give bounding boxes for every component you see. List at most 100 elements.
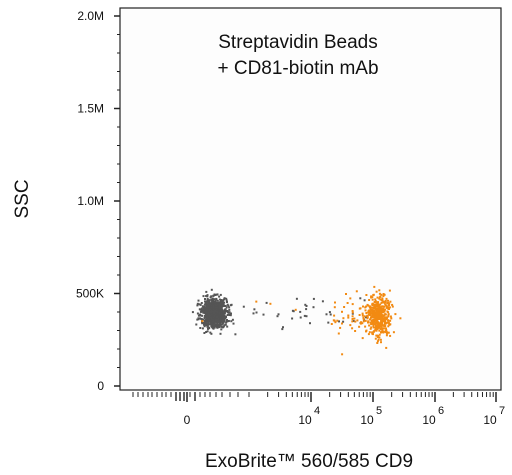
data-point xyxy=(375,319,378,322)
data-point xyxy=(358,307,361,310)
data-point xyxy=(373,310,376,313)
data-point xyxy=(359,297,362,300)
data-point xyxy=(376,342,379,344)
data-point xyxy=(299,310,302,313)
data-point xyxy=(372,303,375,306)
data-point xyxy=(209,303,212,306)
data-point xyxy=(387,331,390,334)
data-point xyxy=(208,311,211,314)
data-point xyxy=(387,311,390,314)
data-point xyxy=(213,312,216,314)
data-point xyxy=(262,313,265,316)
data-point xyxy=(200,309,203,312)
data-point xyxy=(375,317,378,319)
data-point xyxy=(210,295,213,298)
data-point xyxy=(379,327,382,330)
y-tick-label: 2.0M xyxy=(77,9,104,23)
data-point xyxy=(196,302,199,305)
data-point xyxy=(218,317,221,320)
data-point xyxy=(385,334,388,337)
data-point xyxy=(212,308,215,311)
data-point xyxy=(375,322,378,325)
data-point xyxy=(294,308,297,311)
data-point xyxy=(203,303,206,306)
data-point xyxy=(211,326,214,328)
data-point xyxy=(387,315,390,318)
data-point xyxy=(205,310,208,313)
data-point xyxy=(336,319,339,322)
data-point xyxy=(373,313,375,316)
data-point xyxy=(221,316,224,319)
data-point xyxy=(371,296,374,299)
data-point xyxy=(377,318,380,320)
data-point xyxy=(377,307,380,310)
data-point xyxy=(387,314,390,317)
data-point xyxy=(291,317,294,320)
data-point xyxy=(381,297,384,300)
data-point xyxy=(385,322,388,325)
data-point xyxy=(225,306,228,309)
data-point xyxy=(210,309,213,312)
data-point xyxy=(226,314,229,316)
data-point xyxy=(383,316,386,319)
data-point xyxy=(351,303,354,306)
data-point xyxy=(210,288,213,291)
data-point xyxy=(375,324,377,327)
data-point xyxy=(206,294,209,297)
x-tick-label: 0 xyxy=(184,413,191,427)
data-point xyxy=(228,308,231,311)
data-point xyxy=(376,296,379,299)
data-point xyxy=(383,305,386,308)
x-tick-label: 10 xyxy=(360,413,374,427)
data-point xyxy=(354,320,357,323)
data-point xyxy=(385,305,388,308)
data-point xyxy=(361,314,364,317)
data-point xyxy=(369,318,371,321)
data-point xyxy=(223,312,226,315)
data-point xyxy=(364,325,367,328)
data-point xyxy=(368,312,371,315)
data-point xyxy=(371,298,374,301)
data-point xyxy=(386,302,389,304)
data-point xyxy=(223,301,226,304)
data-point xyxy=(373,301,376,303)
data-point xyxy=(220,318,222,321)
data-point xyxy=(230,303,233,306)
data-point xyxy=(373,285,376,288)
data-point xyxy=(223,324,226,327)
data-point xyxy=(347,316,350,319)
data-point xyxy=(207,319,210,322)
data-point xyxy=(203,332,206,334)
data-point xyxy=(255,300,258,303)
data-point xyxy=(217,307,220,310)
data-point xyxy=(380,331,382,334)
data-point xyxy=(379,295,382,298)
data-point xyxy=(221,313,224,316)
data-point xyxy=(203,305,206,308)
data-point xyxy=(353,317,356,320)
data-point xyxy=(201,314,204,317)
data-point xyxy=(370,320,373,323)
annotation-line-2: + CD81-biotin mAb xyxy=(217,58,378,79)
data-point xyxy=(385,318,388,320)
data-point xyxy=(212,298,215,301)
data-point xyxy=(228,311,231,314)
data-point xyxy=(341,322,343,325)
data-point xyxy=(372,321,375,324)
data-point xyxy=(389,334,392,337)
data-point xyxy=(384,304,387,307)
data-point xyxy=(364,309,367,312)
data-point xyxy=(218,313,221,316)
data-point xyxy=(356,319,359,322)
data-point xyxy=(204,320,206,323)
data-point xyxy=(377,315,380,318)
data-point xyxy=(210,314,213,317)
data-point xyxy=(387,301,390,304)
data-point xyxy=(382,331,385,333)
data-point xyxy=(212,310,214,313)
data-point xyxy=(374,307,377,310)
data-point xyxy=(377,321,380,324)
data-point xyxy=(379,338,382,341)
data-point xyxy=(215,325,218,328)
data-point xyxy=(213,300,216,303)
